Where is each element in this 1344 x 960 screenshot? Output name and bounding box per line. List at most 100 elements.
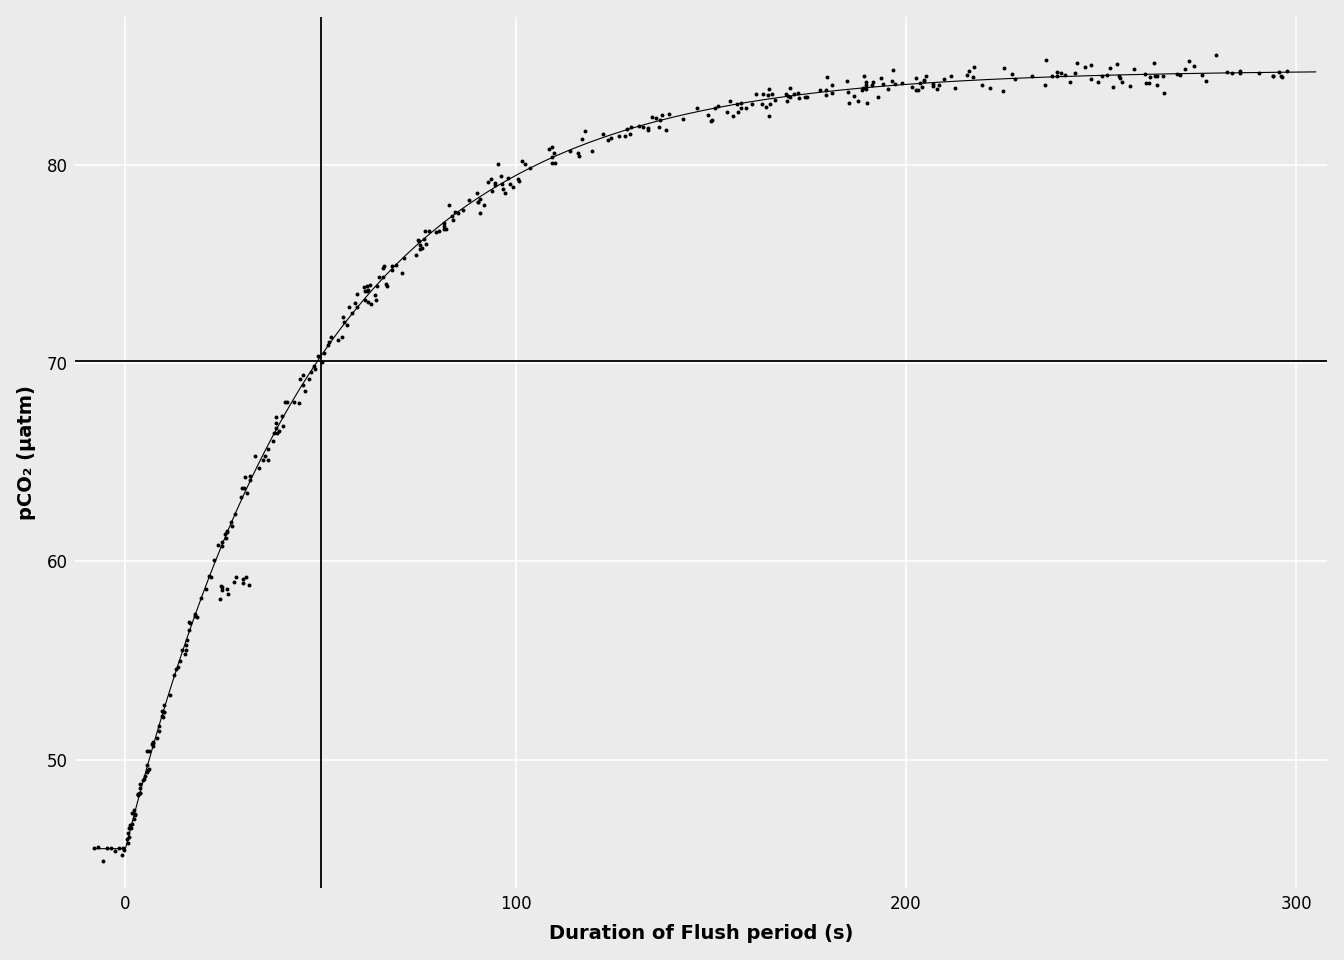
Point xyxy=(359,277,380,293)
Point xyxy=(500,176,521,191)
Point xyxy=(1152,68,1173,84)
Point xyxy=(794,90,816,106)
Point xyxy=(544,156,566,171)
Point xyxy=(1249,66,1270,82)
Point xyxy=(645,110,667,126)
Point xyxy=(814,87,836,103)
Point xyxy=(175,647,196,662)
Point xyxy=(1102,79,1124,94)
Point xyxy=(356,284,378,300)
Point xyxy=(87,839,109,854)
Point xyxy=(224,569,246,585)
Point xyxy=(224,507,246,522)
Point xyxy=(1146,68,1168,84)
Point xyxy=(235,569,257,585)
Point xyxy=(821,78,843,93)
Point xyxy=(911,79,933,94)
Point xyxy=(1167,66,1188,82)
Point xyxy=(1175,61,1196,77)
Point xyxy=(265,416,286,431)
Point xyxy=(1064,65,1086,81)
Point xyxy=(113,840,134,855)
Point xyxy=(469,191,491,206)
Point xyxy=(1109,70,1130,85)
Point xyxy=(179,614,200,630)
Point xyxy=(187,610,208,625)
Point xyxy=(559,143,581,158)
Point xyxy=(1216,65,1238,81)
Point xyxy=(856,95,878,110)
Point xyxy=(124,811,145,827)
Point xyxy=(722,108,743,124)
Point xyxy=(569,148,590,163)
Point xyxy=(648,120,669,135)
Point xyxy=(913,72,934,87)
Point xyxy=(406,247,427,262)
Point xyxy=(762,86,784,102)
Point xyxy=(843,88,864,104)
Point xyxy=(382,258,403,274)
Point xyxy=(906,70,927,85)
Point xyxy=(234,480,255,495)
Point xyxy=(649,112,671,128)
Point xyxy=(581,143,602,158)
Point xyxy=(233,571,254,587)
Point xyxy=(1097,67,1118,83)
Point xyxy=(1196,73,1218,88)
Point xyxy=(702,112,723,128)
Point xyxy=(101,840,122,855)
Point xyxy=(870,71,891,86)
Point xyxy=(641,109,663,125)
Point xyxy=(519,160,540,176)
Point xyxy=(731,95,753,110)
Point xyxy=(601,131,622,146)
Point xyxy=(719,93,741,108)
Point xyxy=(484,176,505,191)
Point xyxy=(231,481,253,496)
Point xyxy=(146,730,168,745)
Point xyxy=(926,82,948,97)
Point xyxy=(204,552,226,567)
Point xyxy=(292,368,313,383)
Point xyxy=(257,442,278,457)
Point xyxy=(933,72,954,87)
Point xyxy=(438,197,460,212)
Point xyxy=(1034,77,1055,92)
Point xyxy=(175,642,196,658)
Point xyxy=(317,334,339,349)
Point xyxy=(1021,68,1043,84)
Point xyxy=(477,174,499,189)
Point xyxy=(515,156,536,172)
Point xyxy=(497,171,519,186)
Point xyxy=(775,86,797,102)
Point xyxy=(727,105,749,120)
Point xyxy=(759,97,781,112)
Point xyxy=(425,225,446,240)
Point xyxy=(620,119,641,134)
Point xyxy=(130,785,152,801)
Point xyxy=(1262,68,1284,84)
Point xyxy=(433,215,454,230)
Point xyxy=(1081,72,1102,87)
Point xyxy=(176,637,198,653)
Point xyxy=(993,60,1015,76)
Point xyxy=(758,108,780,124)
Point xyxy=(142,738,164,754)
Point xyxy=(891,75,913,90)
Point xyxy=(620,127,641,142)
Point xyxy=(788,90,809,106)
Point xyxy=(271,408,293,423)
Point xyxy=(120,821,141,836)
Point xyxy=(288,395,309,410)
Point xyxy=(1047,64,1068,80)
Point xyxy=(923,77,945,92)
Y-axis label: pCO₂ (μatm): pCO₂ (μatm) xyxy=(16,385,36,520)
Point xyxy=(1270,68,1292,84)
Point xyxy=(1146,77,1168,92)
Point xyxy=(962,70,984,85)
Point xyxy=(207,538,228,553)
X-axis label: Duration of Flush period (s): Duration of Flush period (s) xyxy=(548,924,853,944)
Point xyxy=(210,578,231,593)
Point xyxy=(262,434,284,449)
Point xyxy=(148,718,169,733)
